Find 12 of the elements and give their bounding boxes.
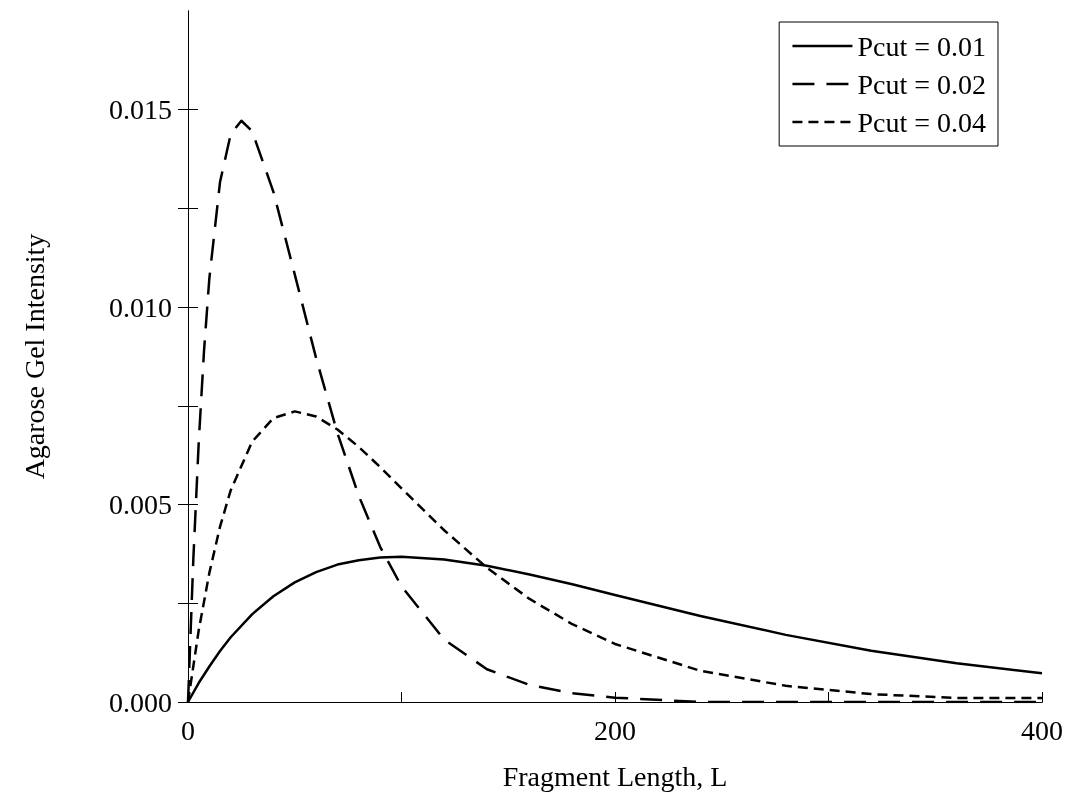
- x-tick-label: 200: [594, 714, 636, 746]
- x-tick-label: 0: [181, 714, 195, 746]
- y-tick-label: 0.005: [109, 489, 172, 521]
- legend-label: Pcut = 0.01: [857, 30, 987, 62]
- legend-label: Pcut = 0.02: [857, 68, 987, 100]
- text: 0.000: [109, 686, 172, 718]
- x-tick-label: 400: [1021, 714, 1063, 746]
- y-tick-label: 0.010: [109, 291, 172, 323]
- y-axis-title: Agarose Gel Intensity: [18, 233, 50, 480]
- y-tick-label: 0.015: [109, 94, 172, 126]
- legend-label: Pcut = 0.04: [857, 106, 987, 138]
- x-axis-title: Fragment Length, L: [502, 760, 728, 792]
